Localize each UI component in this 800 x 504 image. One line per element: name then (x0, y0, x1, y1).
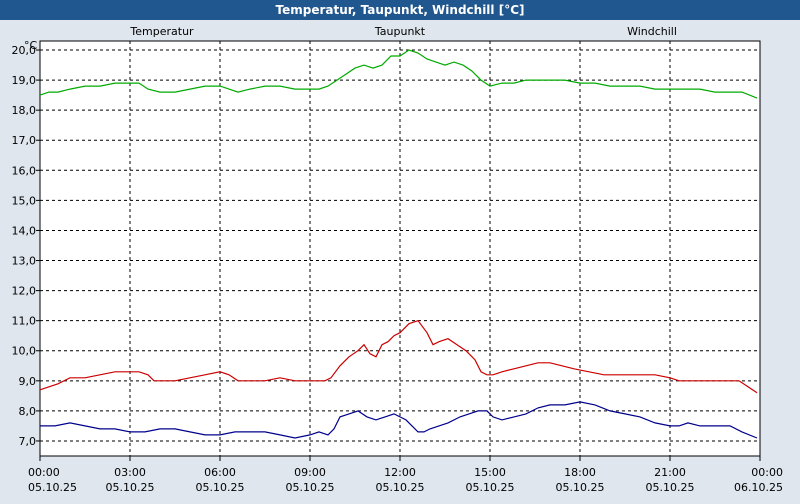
x-tick-time-label: 00:00 (751, 466, 783, 479)
series-lines (39, 49, 758, 439)
x-tick-time-label: 18:00 (564, 466, 596, 479)
x-tick-date-label: 05.10.25 (556, 481, 605, 494)
x-tick-date-label: 05.10.25 (196, 481, 245, 494)
y-tick-label: 16,0 (12, 164, 37, 177)
x-tick-date-label: 05.10.25 (286, 481, 335, 494)
grid-lines (40, 41, 760, 456)
x-tick-time-label: 12:00 (384, 466, 416, 479)
line-chart: 7,0 8,0 9,0 10,0 11,0 12,0 13,0 14,0 15,0 16,0 17,… (12, 25, 784, 494)
legend: Temperatur Taupunkt Windchill (129, 25, 677, 38)
x-tick-time-label: 21:00 (654, 466, 686, 479)
y-tick-label: 17,0 (12, 134, 37, 147)
y-tick-label: 10,0 (12, 345, 37, 358)
y-tick-label: 19,0 (12, 74, 37, 87)
chart-area: 7,0 8,0 9,0 10,0 11,0 12,0 13,0 14,0 15,0 16,0 17,… (0, 20, 800, 500)
series-line-temperatur (39, 319, 758, 394)
x-tick-time-label: 00:00 (28, 466, 60, 479)
x-tick-date-label: 05.10.25 (106, 481, 155, 494)
x-tick-time-label: 09:00 (294, 466, 326, 479)
y-tick-label: 13,0 (12, 255, 37, 268)
legend-windchill: Windchill (627, 25, 677, 38)
y-tick-label: 18,0 (12, 104, 37, 117)
y-axis-ticks: 7,0 8,0 9,0 10,0 11,0 12,0 13,0 14,0 15,0 16,0 17,… (12, 44, 40, 448)
x-tick-date-label: 05.10.25 (376, 481, 425, 494)
series-line-windchill (39, 49, 758, 99)
y-tick-label: 14,0 (12, 224, 37, 237)
y-tick-label: 7,0 (19, 435, 37, 448)
legend-temperatur: Temperatur (129, 25, 194, 38)
x-tick-time-label: 03:00 (114, 466, 146, 479)
x-tick-date-label: 05.10.25 (28, 481, 77, 494)
y-tick-label: 20,0 (12, 44, 37, 57)
x-tick-time-label: 06:00 (204, 466, 236, 479)
y-tick-label: 12,0 (12, 285, 37, 298)
y-tick-label: 9,0 (19, 375, 37, 388)
y-tick-label: 8,0 (19, 405, 37, 418)
y-tick-label: 15,0 (12, 194, 37, 207)
x-axis-ticks: 00:00 05.10.25 03:00 05.10.25 06:00 05.10.25 0… (28, 456, 783, 494)
chart-title: Temperatur, Taupunkt, Windchill [°C] (0, 0, 800, 20)
y-tick-label: 11,0 (12, 315, 37, 328)
x-tick-time-label: 15:00 (474, 466, 506, 479)
x-tick-date-label: 05.10.25 (466, 481, 515, 494)
legend-taupunkt: Taupunkt (374, 25, 426, 38)
x-tick-date-label: 06.10.25 (734, 481, 783, 494)
x-tick-date-label: 05.10.25 (646, 481, 695, 494)
series-line-taupunkt (40, 401, 758, 439)
y-axis-label: °C (24, 39, 38, 52)
